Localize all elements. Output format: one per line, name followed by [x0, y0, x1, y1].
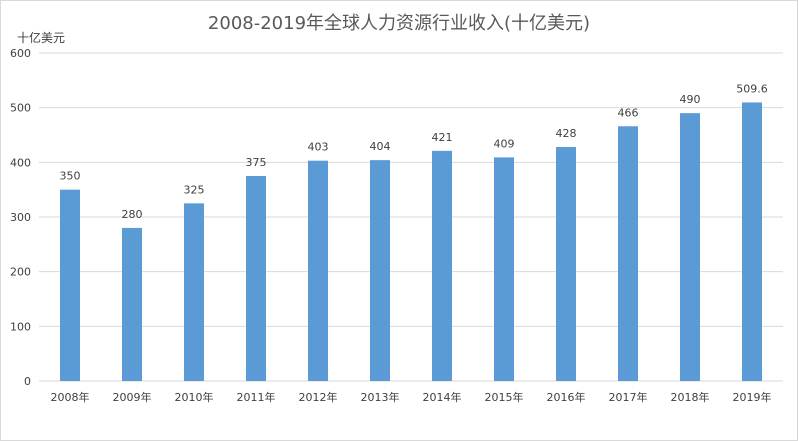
data-label: 375 — [246, 156, 267, 169]
bar — [742, 102, 762, 381]
data-label: 325 — [184, 183, 205, 196]
data-label: 403 — [308, 141, 329, 154]
data-label: 490 — [680, 93, 701, 106]
data-label: 280 — [122, 208, 143, 221]
x-tick-label: 2010年 — [175, 390, 214, 404]
data-label: 421 — [432, 131, 453, 144]
x-tick-label: 2012年 — [299, 390, 338, 404]
bar — [370, 160, 390, 381]
x-tick-label: 2015年 — [485, 390, 524, 404]
y-axis-unit-label: 十亿美元 — [17, 31, 66, 45]
y-tick-label: 200 — [10, 266, 31, 279]
x-tick-label: 2011年 — [237, 390, 276, 404]
x-tick-label: 2014年 — [423, 390, 462, 404]
y-tick-label: 0 — [24, 375, 31, 388]
x-tick-label: 2013年 — [361, 390, 400, 404]
bar — [184, 203, 204, 381]
bar — [308, 160, 328, 381]
bar — [556, 147, 576, 381]
x-tick-label: 2019年 — [733, 390, 772, 404]
bar — [122, 227, 142, 381]
y-tick-label: 500 — [10, 102, 31, 115]
bar — [618, 126, 638, 382]
x-tick-label: 2009年 — [113, 390, 152, 404]
x-tick-label: 2018年 — [671, 390, 710, 404]
bar — [494, 157, 514, 381]
x-tick-label: 2008年 — [51, 390, 90, 404]
bar — [60, 189, 80, 381]
data-label: 404 — [370, 140, 391, 153]
data-label: 409 — [494, 137, 515, 150]
x-tick-label: 2016年 — [547, 390, 586, 404]
data-label: 428 — [556, 127, 577, 140]
y-tick-label: 600 — [10, 47, 31, 60]
data-label: 350 — [60, 170, 81, 183]
data-label: 466 — [618, 106, 639, 119]
x-tick-label: 2017年 — [609, 390, 648, 404]
bar — [680, 113, 700, 381]
chart-title: 2008-2019年全球人力资源行业收入(十亿美元) — [207, 13, 591, 34]
y-tick-label: 400 — [10, 156, 31, 169]
data-label: 509.6 — [736, 82, 768, 95]
y-tick-label: 100 — [10, 320, 31, 333]
bar — [246, 176, 266, 381]
y-tick-label: 300 — [10, 211, 31, 224]
bar — [432, 150, 452, 381]
